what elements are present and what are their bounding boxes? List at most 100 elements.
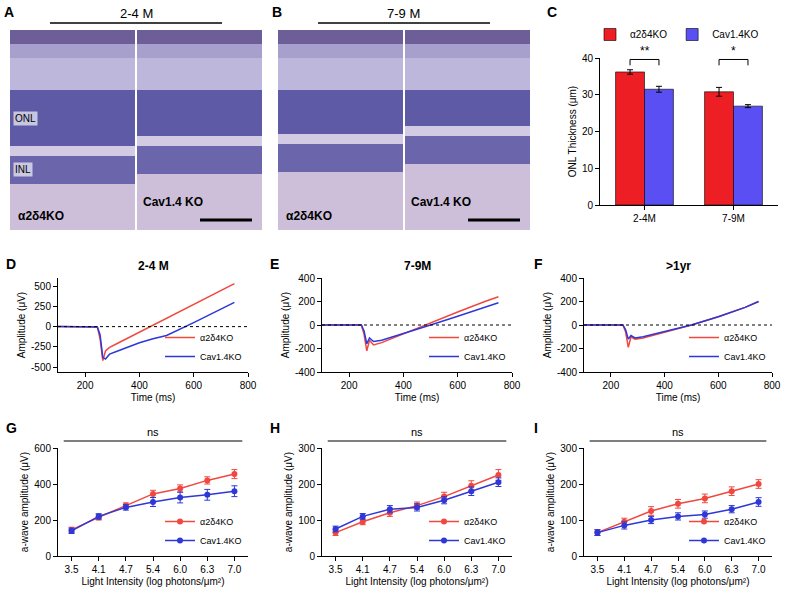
svg-text:200: 200 [560,479,577,490]
svg-text:2-4M: 2-4M [633,213,656,224]
svg-text:800: 800 [764,380,781,391]
svg-text:40: 40 [582,53,594,64]
svg-text:-200: -200 [295,343,315,354]
svg-text:3.5: 3.5 [590,564,604,575]
svg-text:Light Intensity (log photons/μ: Light Intensity (log photons/μm²) [81,576,224,587]
svg-text:-200: -200 [557,343,577,354]
svg-text:H: H [270,420,280,436]
svg-text:α2δ4KO: α2δ4KO [724,517,757,527]
svg-text:200: 200 [298,479,315,490]
svg-text:600: 600 [34,443,51,454]
svg-text:Time (ms): Time (ms) [395,392,440,403]
svg-text:7.0: 7.0 [752,564,766,575]
svg-text:4.1: 4.1 [92,564,106,575]
svg-text:0: 0 [309,320,315,331]
svg-text:0: 0 [45,551,51,562]
svg-text:Time (ms): Time (ms) [656,392,701,403]
svg-text:ONL Thickness (μm): ONL Thickness (μm) [567,86,578,177]
svg-text:800: 800 [240,380,257,391]
svg-text:Amplitude (μV): Amplitude (μV) [16,292,27,358]
svg-text:400: 400 [298,273,315,284]
svg-text:*: * [731,44,736,58]
svg-text:800: 800 [504,380,521,391]
svg-text:Cav1.4KO: Cav1.4KO [712,29,758,40]
svg-text:10: 10 [582,163,594,174]
svg-text:I: I [534,420,538,436]
svg-text:Cav1.4 KO: Cav1.4 KO [143,195,203,209]
svg-text:7.0: 7.0 [227,564,241,575]
svg-text:5.4: 5.4 [410,564,424,575]
svg-text:300: 300 [560,443,577,454]
svg-text:7.0: 7.0 [491,564,505,575]
svg-text:300: 300 [298,443,315,454]
svg-text:Cav1.4 KO: Cav1.4 KO [411,195,471,209]
svg-text:ONL: ONL [15,113,36,124]
svg-text:6.3: 6.3 [725,564,739,575]
svg-text:-400: -400 [557,367,577,378]
svg-text:Light Intensity (log photons/μ: Light Intensity (log photons/μm²) [345,576,488,587]
svg-text:α2δ4KO: α2δ4KO [18,209,64,223]
svg-text:>1yr: >1yr [666,259,691,273]
svg-text:400: 400 [131,380,148,391]
svg-text:2-4 M: 2-4 M [120,6,153,21]
svg-text:200: 200 [298,296,315,307]
svg-text:6.3: 6.3 [200,564,214,575]
svg-text:200: 200 [34,515,51,526]
svg-text:0: 0 [571,320,577,331]
svg-text:200: 200 [341,380,358,391]
svg-text:Time (ms): Time (ms) [131,392,176,403]
svg-text:-500: -500 [31,362,51,373]
svg-text:5.4: 5.4 [146,564,160,575]
svg-text:α2δ4KO: α2δ4KO [630,29,667,40]
svg-text:a-wave amplitude (μV): a-wave amplitude (μV) [545,452,556,552]
svg-text:-400: -400 [295,367,315,378]
svg-text:7-9M: 7-9M [722,213,745,224]
svg-text:250: 250 [34,301,51,312]
svg-text:3.5: 3.5 [65,564,79,575]
svg-text:0: 0 [587,200,593,211]
svg-text:α2δ4KO: α2δ4KO [464,333,497,343]
svg-text:500: 500 [34,281,51,292]
svg-text:3.5: 3.5 [329,564,343,575]
svg-text:6.0: 6.0 [698,564,712,575]
svg-text:200: 200 [560,296,577,307]
svg-text:4.1: 4.1 [356,564,370,575]
svg-text:400: 400 [560,273,577,284]
svg-text:0: 0 [571,551,577,562]
svg-text:400: 400 [395,380,412,391]
svg-text:Cav1.4KO: Cav1.4KO [724,536,766,546]
svg-text:E: E [270,256,279,272]
svg-text:ns: ns [672,426,684,438]
svg-text:ns: ns [411,426,423,438]
svg-text:6.3: 6.3 [464,564,478,575]
svg-text:Cav1.4KO: Cav1.4KO [200,352,242,362]
svg-text:600: 600 [449,380,466,391]
svg-text:α2δ4KO: α2δ4KO [200,517,233,527]
svg-text:Cav1.4KO: Cav1.4KO [724,352,766,362]
svg-text:α2δ4KO: α2δ4KO [286,209,332,223]
svg-text:7-9 M: 7-9 M [387,6,420,21]
svg-text:600: 600 [185,380,202,391]
svg-text:Cav1.4KO: Cav1.4KO [464,352,506,362]
svg-text:4.1: 4.1 [617,564,631,575]
svg-text:0: 0 [45,321,51,332]
svg-text:Cav1.4KO: Cav1.4KO [200,536,242,546]
svg-text:100: 100 [298,515,315,526]
svg-text:Cav1.4KO: Cav1.4KO [464,536,506,546]
svg-text:**: ** [640,44,650,58]
svg-text:4.7: 4.7 [119,564,133,575]
svg-text:A: A [4,4,14,20]
svg-text:400: 400 [34,479,51,490]
svg-text:B: B [272,4,282,20]
svg-text:ns: ns [147,426,159,438]
svg-text:F: F [534,256,543,272]
svg-text:α2δ4KO: α2δ4KO [464,517,497,527]
svg-text:α2δ4KO: α2δ4KO [724,333,757,343]
svg-text:6.0: 6.0 [437,564,451,575]
svg-text:C: C [547,4,557,20]
svg-text:a-wave amplitude (μV): a-wave amplitude (μV) [19,452,30,552]
svg-text:400: 400 [656,380,673,391]
svg-text:7-9M: 7-9M [404,259,431,273]
svg-text:Light Intensity (log photons/μ: Light Intensity (log photons/μm²) [606,576,749,587]
svg-text:30: 30 [582,89,594,100]
